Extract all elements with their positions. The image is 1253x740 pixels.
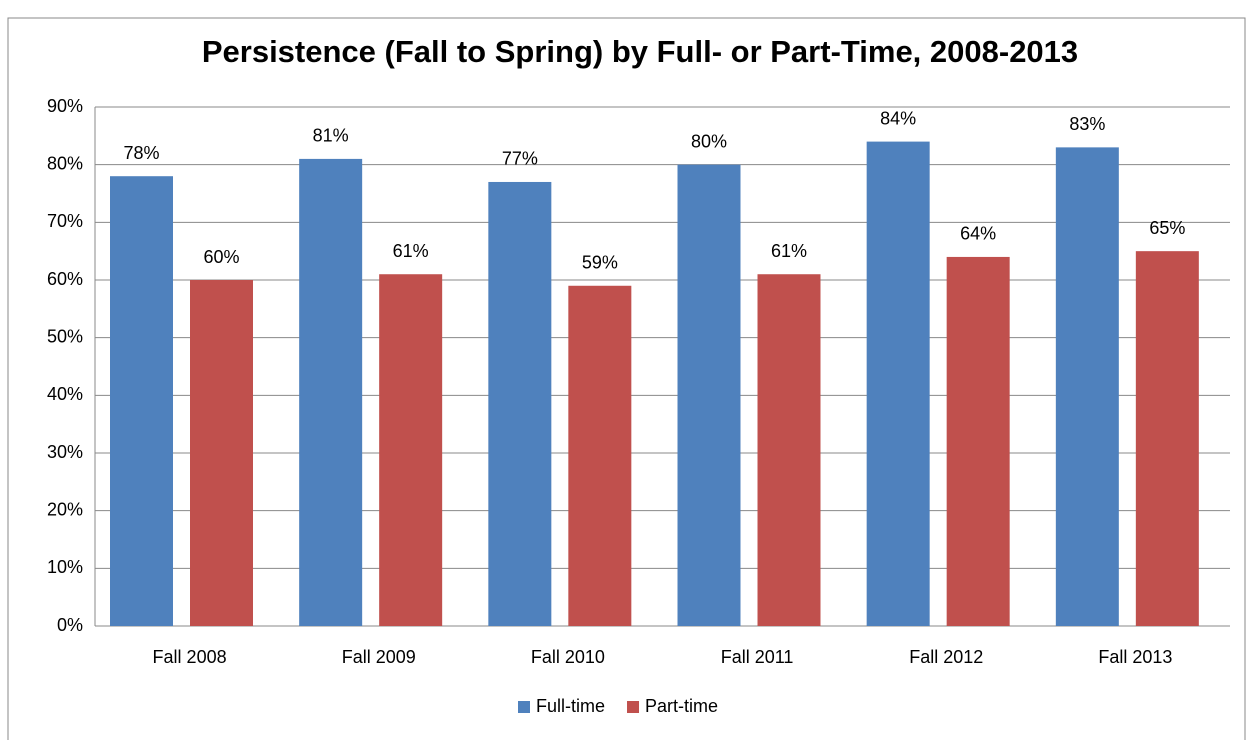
data-label: 80% bbox=[691, 131, 727, 151]
y-tick-label: 90% bbox=[47, 96, 83, 116]
legend-label: Full-time bbox=[536, 696, 605, 716]
x-tick-label: Fall 2011 bbox=[721, 647, 794, 667]
y-tick-label: 20% bbox=[47, 499, 83, 519]
legend-swatch bbox=[627, 701, 640, 713]
bar bbox=[677, 164, 741, 626]
legend-swatch bbox=[518, 701, 530, 713]
y-tick-label: 70% bbox=[47, 211, 83, 231]
bar bbox=[379, 274, 443, 626]
data-label: 61% bbox=[771, 241, 807, 261]
data-label: 77% bbox=[502, 149, 538, 169]
bar bbox=[488, 181, 552, 626]
data-label: 59% bbox=[582, 253, 618, 273]
bar bbox=[299, 158, 363, 626]
x-tick-label: Fall 2008 bbox=[153, 647, 227, 667]
y-tick-label: 60% bbox=[47, 269, 83, 289]
y-tick-label: 0% bbox=[57, 615, 83, 635]
bar bbox=[1055, 147, 1119, 626]
x-tick-label: Fall 2009 bbox=[342, 647, 416, 667]
y-tick-label: 40% bbox=[47, 384, 83, 404]
data-label: 61% bbox=[393, 241, 429, 261]
chart-title: Persistence (Fall to Spring) by Full- or… bbox=[202, 34, 1078, 69]
data-label: 65% bbox=[1149, 218, 1185, 238]
y-tick-label: 80% bbox=[47, 153, 83, 173]
data-label: 60% bbox=[203, 247, 239, 267]
data-label: 78% bbox=[123, 143, 159, 163]
bar bbox=[568, 285, 632, 626]
y-tick-label: 50% bbox=[47, 326, 83, 346]
y-tick-label: 30% bbox=[47, 442, 83, 462]
x-tick-label: Fall 2010 bbox=[531, 647, 605, 667]
bar bbox=[190, 280, 253, 626]
bar bbox=[1135, 251, 1199, 626]
y-tick-label: 10% bbox=[47, 557, 83, 577]
bar bbox=[110, 176, 173, 626]
legend-label: Part-time bbox=[645, 696, 718, 716]
data-label: 84% bbox=[880, 108, 916, 128]
x-tick-label: Fall 2013 bbox=[1098, 647, 1172, 667]
bar bbox=[757, 274, 821, 626]
data-label: 83% bbox=[1069, 114, 1105, 134]
bar bbox=[946, 256, 1010, 626]
x-tick-label: Fall 2012 bbox=[909, 647, 983, 667]
data-label: 81% bbox=[313, 126, 349, 146]
bar bbox=[866, 141, 930, 626]
data-label: 64% bbox=[960, 224, 996, 244]
